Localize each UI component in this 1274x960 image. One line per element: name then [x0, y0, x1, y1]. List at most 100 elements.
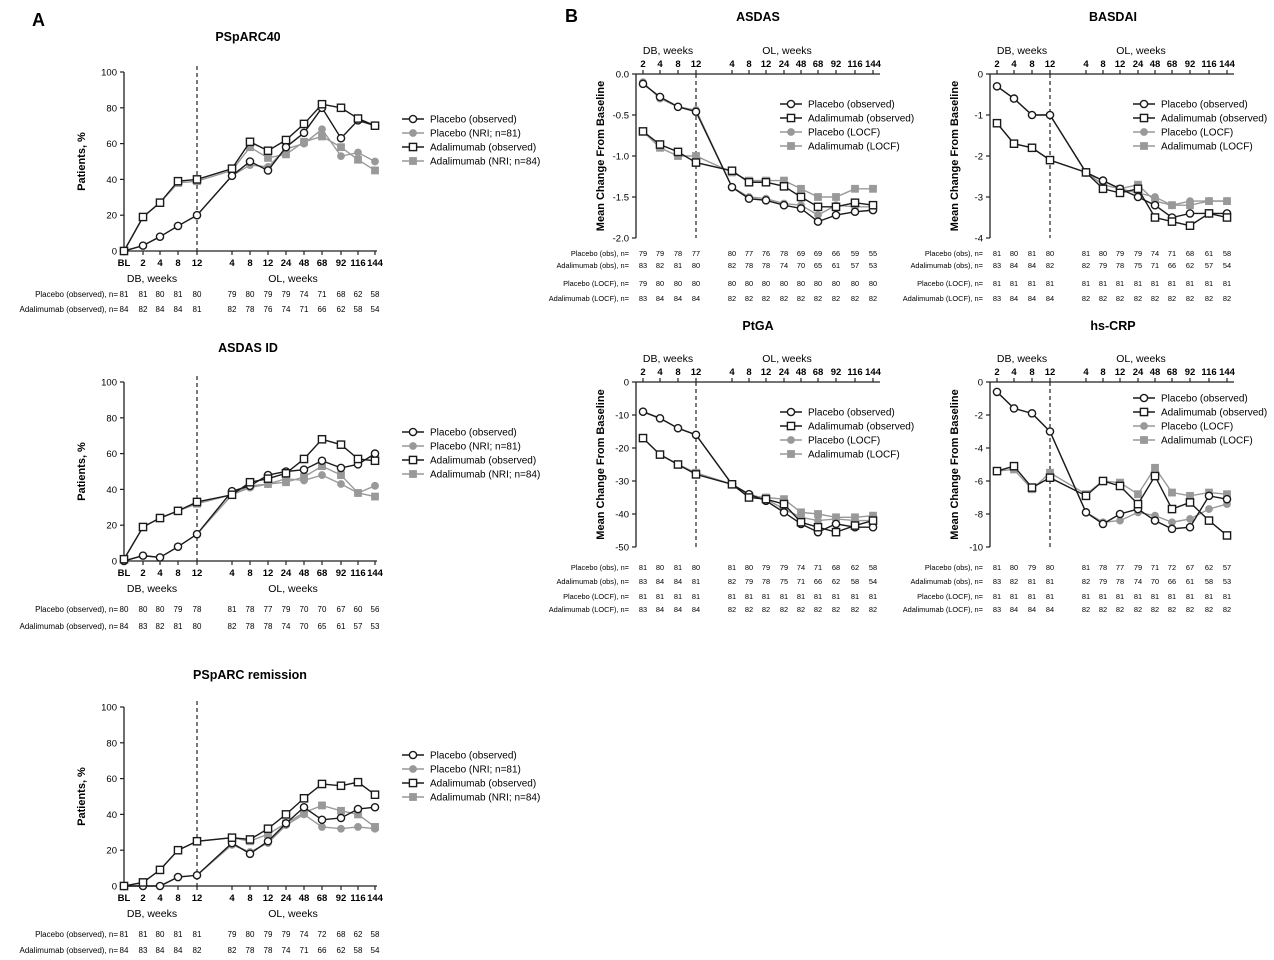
- data-point: [1027, 143, 1037, 153]
- period-label-db: DB, weeks: [643, 353, 693, 365]
- n-value: 81: [174, 290, 183, 299]
- n-value: 79: [228, 930, 237, 939]
- data-point: [1115, 188, 1125, 198]
- y-tick-label: -4: [975, 444, 983, 455]
- n-value: 61: [337, 622, 346, 631]
- n-value: 70: [300, 622, 309, 631]
- n-value: 78: [246, 605, 255, 614]
- n-value: 81: [1186, 279, 1194, 288]
- n-value: 78: [1116, 577, 1124, 586]
- data-point: [992, 118, 1002, 128]
- data-point: [336, 813, 346, 823]
- x-tick-label: 48: [299, 258, 310, 269]
- data-point: [318, 823, 326, 831]
- series-3: [639, 434, 877, 522]
- x-tick-label: 8: [675, 59, 680, 70]
- n-value: 82: [228, 622, 237, 631]
- data-point: [1045, 427, 1055, 436]
- n-row-label: Placebo (obs), n=: [571, 249, 629, 258]
- n-value: 77: [1116, 563, 1124, 572]
- n-value: 82: [780, 294, 788, 303]
- data-point: [1115, 481, 1125, 491]
- data-point: [337, 152, 345, 161]
- data-point: [851, 513, 859, 522]
- data-point: [281, 810, 291, 819]
- y-tick-label: -10: [969, 543, 983, 554]
- data-point: [138, 522, 148, 532]
- data-point: [282, 150, 290, 159]
- data-point: [245, 477, 255, 487]
- n-value: 71: [1168, 249, 1176, 258]
- n-value: 79: [639, 249, 647, 258]
- legend-label: Placebo (observed): [1161, 394, 1248, 405]
- n-value: 84: [156, 305, 165, 314]
- data-point: [336, 103, 346, 113]
- legend-label: Adalimumab (LOCF): [1161, 142, 1253, 153]
- data-point: [1098, 184, 1108, 194]
- legend-label: Adalimumab (observed): [430, 779, 536, 790]
- n-value: 82: [869, 605, 877, 614]
- n-value: 79: [1099, 261, 1107, 270]
- data-point: [371, 823, 379, 831]
- data-point: [761, 494, 771, 504]
- y-tick-label: -4: [975, 234, 983, 245]
- x-tick-label: 4: [657, 59, 663, 70]
- data-point: [353, 114, 363, 123]
- n-value: 82: [228, 946, 237, 955]
- data-point: [813, 217, 823, 226]
- data-point: [281, 468, 291, 478]
- n-value: 80: [728, 249, 736, 258]
- n-value: 81: [1046, 592, 1054, 601]
- legend-label: Adalimumab (LOCF): [1161, 436, 1253, 447]
- series-0: [119, 802, 380, 891]
- x-tick-label: 8: [1029, 59, 1034, 70]
- n-value: 82: [1116, 294, 1124, 303]
- n-value: 84: [120, 622, 129, 631]
- n-value: 80: [728, 279, 736, 288]
- data-point: [119, 554, 129, 564]
- n-row-label: Adalimumab (LOCF), n=: [903, 294, 983, 303]
- n-value: 70: [797, 261, 805, 270]
- n-value: 80: [851, 279, 859, 288]
- data-point: [155, 553, 165, 562]
- data-point: [1185, 209, 1195, 218]
- x-tick-label: 68: [813, 59, 824, 70]
- x-tick-label: 144: [1219, 367, 1236, 378]
- n-value: 81: [1134, 279, 1142, 288]
- n-value: 58: [1205, 577, 1213, 586]
- n-value: 81: [1010, 592, 1018, 601]
- n-row-label: Adalimumab (observed), n=: [20, 946, 119, 955]
- n-value: 78: [193, 605, 202, 614]
- period-label-ol: OL, weeks: [762, 353, 812, 365]
- data-point: [1168, 201, 1176, 210]
- n-value: 70: [318, 605, 327, 614]
- n-value: 82: [832, 605, 840, 614]
- data-point: [245, 849, 255, 859]
- n-value: 58: [869, 563, 877, 572]
- data-point: [1167, 217, 1177, 226]
- legend-label: Placebo (observed): [808, 408, 895, 419]
- period-label-db: DB, weeks: [127, 273, 177, 285]
- series-1: [638, 433, 878, 537]
- data-point: [727, 480, 737, 489]
- x-tick-label: 4: [229, 893, 235, 904]
- y-tick-label: -30: [615, 477, 629, 488]
- data-point: [371, 157, 379, 166]
- legend-label: Adalimumab (observed): [1161, 114, 1267, 125]
- period-label-ol: OL, weeks: [1116, 353, 1166, 365]
- data-point: [192, 210, 202, 220]
- n-value: 71: [797, 577, 805, 586]
- y-tick-label: 100: [101, 68, 117, 79]
- n-value: 81: [1046, 577, 1054, 586]
- n-value: 81: [780, 592, 788, 601]
- n-value: 81: [193, 930, 202, 939]
- n-value: 80: [745, 279, 753, 288]
- n-value: 81: [1205, 279, 1213, 288]
- data-point: [173, 221, 183, 231]
- legend-marker: [409, 129, 417, 137]
- data-point: [354, 489, 362, 497]
- data-point: [1150, 516, 1160, 525]
- data-point: [638, 407, 648, 417]
- data-point: [336, 781, 346, 791]
- n-value: 81: [762, 592, 770, 601]
